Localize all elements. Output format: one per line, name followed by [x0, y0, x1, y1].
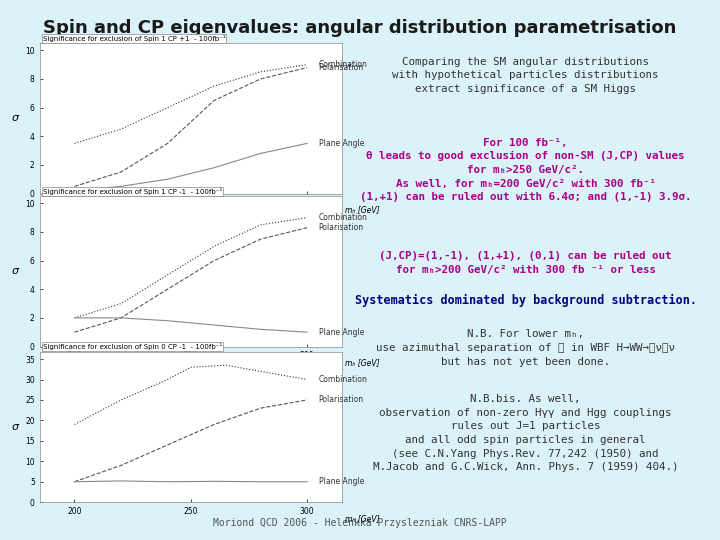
Text: Combination: Combination	[319, 375, 368, 384]
Text: Polarisation: Polarisation	[319, 63, 364, 72]
Text: Spin and CP eigenvalues: angular distribution parametrisation: Spin and CP eigenvalues: angular distrib…	[43, 19, 677, 37]
Text: mₕ [GeV]: mₕ [GeV]	[345, 514, 379, 523]
Text: σ: σ	[12, 113, 19, 123]
Text: N.B. For lower mₕ,
use azimuthal separation of ℓ in WBF H→WW→ℓνℓν
but has not ye: N.B. For lower mₕ, use azimuthal separat…	[376, 329, 675, 367]
Text: Polarisation: Polarisation	[319, 223, 364, 232]
Text: Plane Angle: Plane Angle	[319, 139, 364, 148]
Text: Comparing the SM angular distributions
with hypothetical particles distributions: Comparing the SM angular distributions w…	[392, 57, 659, 94]
Text: Significance for exclusion of Spin 1 CP +1  - 100fb⁻¹: Significance for exclusion of Spin 1 CP …	[42, 35, 225, 42]
Text: Significance for exclusion of Spin 1 CP -1  - 100fb⁻¹: Significance for exclusion of Spin 1 CP …	[42, 188, 222, 195]
Text: Moriond QCD 2006 - Helenkka Przyslezniak CNRS-LAPP: Moriond QCD 2006 - Helenkka Przyslezniak…	[213, 518, 507, 528]
Text: σ: σ	[12, 266, 19, 276]
Text: Polarisation: Polarisation	[319, 395, 364, 404]
Text: mₕ [GeV]: mₕ [GeV]	[345, 206, 379, 214]
Text: Plane Angle: Plane Angle	[319, 328, 364, 336]
Text: Significance for exclusion of Spin 0 CP -1  - 100fb⁻¹: Significance for exclusion of Spin 0 CP …	[42, 343, 222, 350]
Text: Combination: Combination	[319, 213, 368, 222]
Text: Plane Angle: Plane Angle	[319, 477, 364, 486]
Text: Systematics dominated by background subtraction.: Systematics dominated by background subt…	[355, 294, 697, 307]
Text: Combination: Combination	[319, 60, 368, 69]
Text: σ: σ	[12, 422, 19, 432]
Text: mₕ [GeV]: mₕ [GeV]	[345, 359, 379, 368]
Text: For 100 fb⁻¹,
θ leads to good exclusion of non-SM (J,CP) values
for mₕ>250 GeV/c: For 100 fb⁻¹, θ leads to good exclusion …	[360, 138, 691, 202]
Text: (J,CP)=(1,-1), (1,+1), (0,1) can be ruled out
for mₕ>200 GeV/c² with 300 fb ⁻¹ o: (J,CP)=(1,-1), (1,+1), (0,1) can be rule…	[379, 251, 672, 275]
Text: N.B.bis. As well,
observation of non-zero Hγγ and Hgg couplings
rules out J=1 pa: N.B.bis. As well, observation of non-zer…	[373, 394, 678, 472]
